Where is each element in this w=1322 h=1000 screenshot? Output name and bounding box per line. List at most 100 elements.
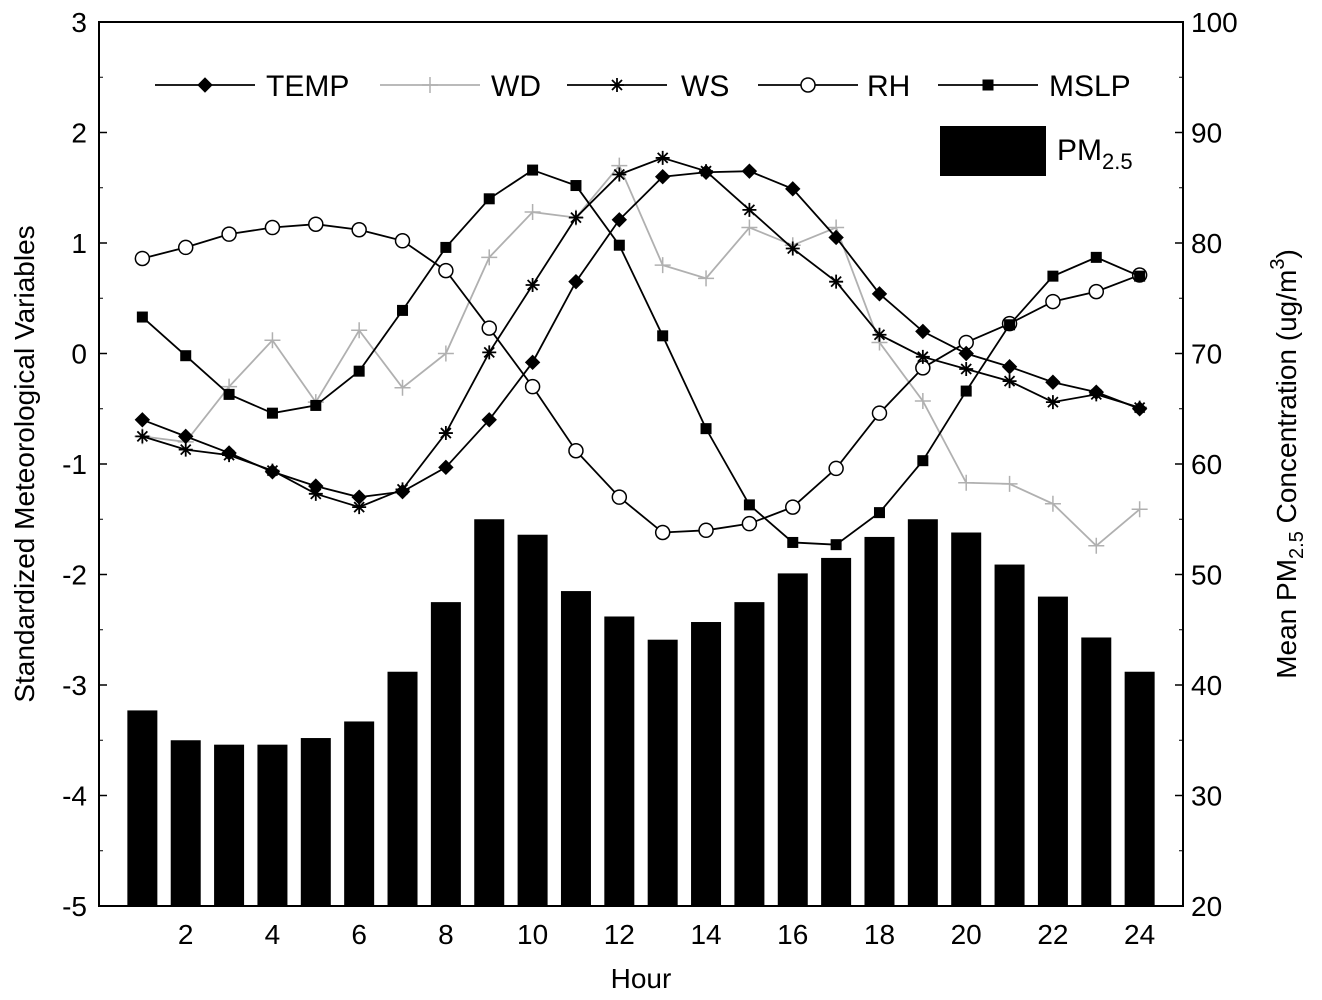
ws-point (438, 426, 453, 441)
y-tick-label: -1 (62, 449, 87, 480)
pm25-bar (604, 616, 635, 906)
temp-point (1131, 401, 1148, 417)
pm25-bar (821, 557, 852, 906)
temp-point (178, 428, 194, 445)
wd-point (1001, 475, 1018, 492)
rh-point (785, 499, 801, 515)
legend-marker-temp (197, 77, 213, 93)
y2-tick-label: 80 (1191, 228, 1222, 259)
mslp-point (1004, 319, 1016, 331)
rh-point (1045, 293, 1061, 310)
y2-tick-label: 30 (1191, 781, 1222, 812)
series-lines-group (134, 150, 1148, 554)
legend-swatch-pm25 (940, 126, 1046, 176)
wd-point (1044, 495, 1061, 512)
temp-point (958, 345, 974, 362)
rh-point (438, 262, 454, 279)
temp-point (568, 273, 584, 290)
legend: TEMP WD WS RH MSLP PM2.5 (155, 70, 1133, 176)
mslp-point (700, 423, 712, 435)
series-rh (134, 216, 1148, 541)
pm25-bar (127, 710, 158, 906)
x-tick-label: 20 (951, 919, 982, 950)
wd-point (437, 345, 454, 362)
pm25-bar (214, 744, 245, 906)
temp-point (1088, 384, 1104, 400)
mslp-point (787, 536, 799, 548)
pm25-bar (1037, 596, 1068, 906)
temp-point (915, 323, 931, 340)
rh-point (134, 250, 151, 267)
temp-point (871, 286, 888, 302)
mslp-point (180, 350, 192, 362)
temp-point (394, 483, 411, 500)
pm25-bar (170, 740, 201, 906)
mslp-point (1047, 270, 1059, 282)
mslp-point (1090, 251, 1102, 263)
x-tick-label: 12 (604, 919, 635, 950)
mslp-point (613, 239, 625, 251)
y2-tick-label: 40 (1191, 670, 1222, 701)
rh-point (741, 515, 758, 532)
legend-marker-mslp (982, 79, 994, 91)
rh-point (828, 460, 844, 477)
rh-point (524, 378, 541, 395)
pm25-bar (474, 519, 505, 906)
pm25-bar (560, 591, 591, 906)
mslp-point (830, 539, 842, 551)
wd-point (394, 379, 411, 396)
mslp-point (743, 499, 755, 511)
temp-point (481, 412, 497, 428)
wd-point (958, 474, 975, 491)
mslp-point (440, 241, 452, 253)
mslp-point (223, 388, 235, 400)
mslp-point (570, 180, 582, 192)
y-tick-label: 1 (71, 228, 87, 259)
pm25-bar (691, 622, 722, 906)
y2-tick-label: 50 (1191, 560, 1222, 591)
x-tick-label: 2 (178, 919, 194, 950)
pm25-bar (864, 536, 895, 906)
y2-axis-title-prefix: Mean PM (1271, 559, 1302, 679)
ws-point (655, 150, 670, 165)
mslp-point (527, 164, 539, 176)
x-tick-label: 18 (864, 919, 895, 950)
pm25-bar (344, 721, 375, 906)
y-tick-label: 2 (71, 118, 87, 149)
pm25-bar (907, 519, 938, 906)
legend-item-rh: RH (758, 70, 910, 103)
rh-point (481, 320, 497, 336)
mslp-point (960, 385, 972, 397)
x-axis-title: Hour (611, 963, 672, 994)
pm25-bar (430, 602, 461, 906)
mslp-point (917, 455, 929, 467)
ws-line (142, 156, 1140, 509)
mslp-point (873, 507, 885, 519)
temp-point (1045, 374, 1061, 390)
temp-point (654, 168, 671, 185)
temp-point (264, 464, 281, 480)
series-mslp (136, 164, 1146, 551)
mslp-point (483, 193, 495, 205)
y-tick-label: -3 (62, 670, 87, 701)
pm25-bar (994, 564, 1025, 906)
wd-point (524, 204, 541, 221)
ws-point (568, 210, 583, 225)
pm25-bar (387, 671, 418, 906)
mslp-line (141, 169, 1140, 546)
ws-point (829, 274, 844, 289)
x-tick-label: 10 (517, 919, 548, 950)
y-tick-label: 0 (71, 339, 87, 370)
pm25-bar (517, 534, 548, 906)
rh-point (308, 216, 324, 232)
pm25-bar (300, 738, 331, 906)
ws-point (1045, 395, 1060, 410)
legend-label-pm25-main: PM (1057, 134, 1102, 167)
y2-tick-label: 20 (1191, 891, 1222, 922)
ws-point (915, 349, 930, 364)
mslp-point (1134, 270, 1146, 282)
wd-point (264, 332, 281, 349)
y2-tick-label: 60 (1191, 449, 1222, 480)
